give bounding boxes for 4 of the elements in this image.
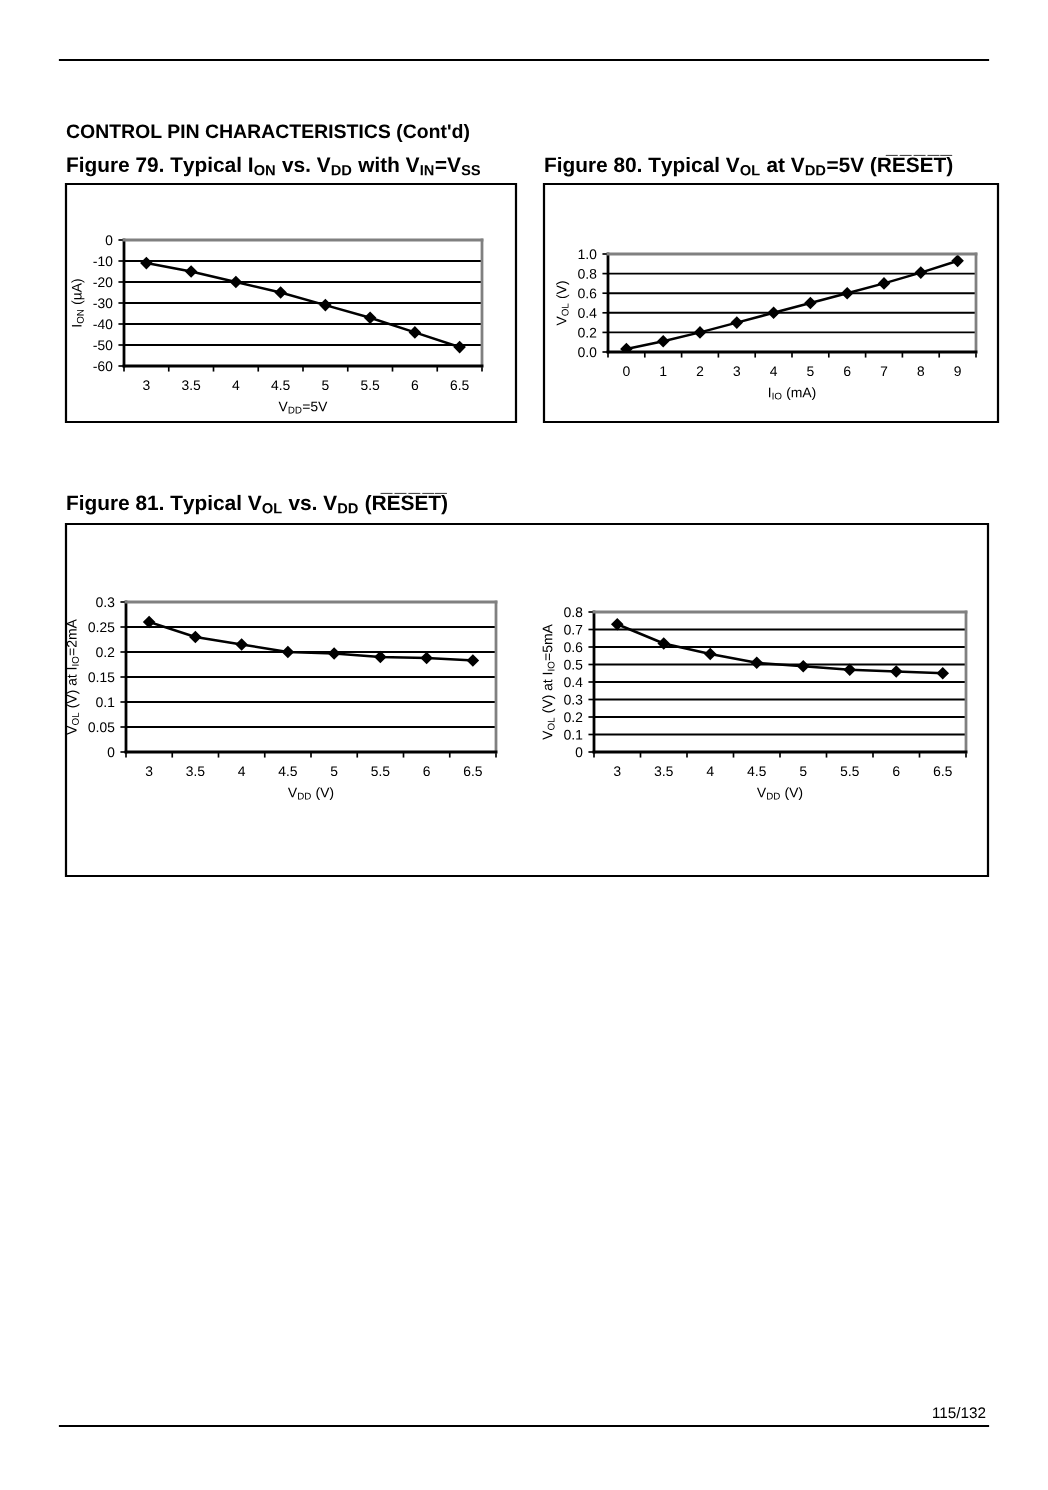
text: CONTROL PIN CHARACTERISTICS (Cont'd) — [66, 123, 469, 143]
chart-title: Figure 81. Typical V$_{OL}$ vs. V$_{DD}$ (R̅E̅S̅E̅T̅) — [67, 492, 447, 515]
chart-title: Figure 79. Typical I$_{ON}$ vs. V$_{DD}$ with V$_{IN}$=V$_{SS}$ — [67, 156, 481, 177]
chart-title: Figure 80. Typical V$_{OL}$ at V$_{DD}$=5V (R̅E̅S̅E̅T̅) — [545, 154, 953, 177]
